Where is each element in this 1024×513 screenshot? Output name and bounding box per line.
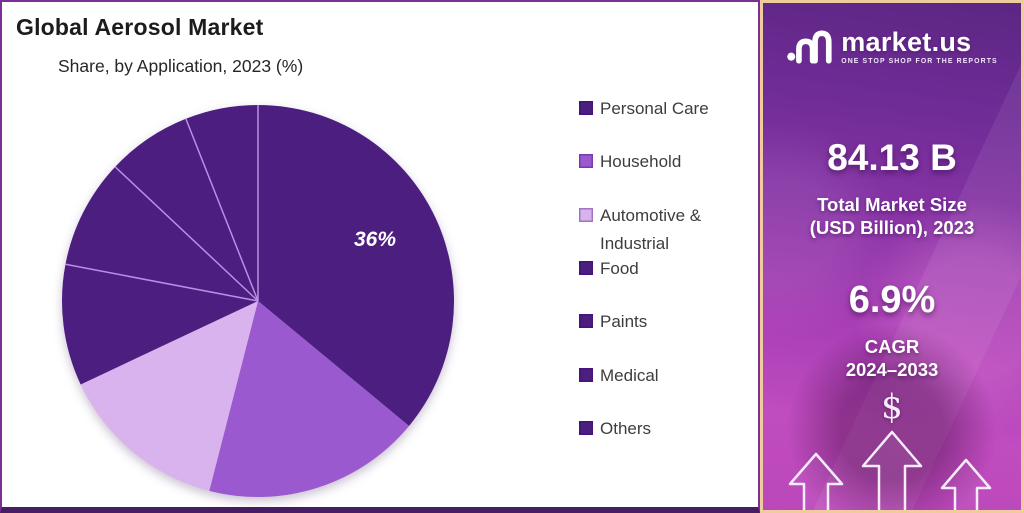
legend-label: Household (600, 152, 682, 171)
legend-swatch (579, 314, 593, 328)
marketus-logo-icon (787, 30, 832, 64)
legend-swatch (579, 368, 593, 382)
legend-swatch (579, 421, 593, 435)
pie-slice-paints (65, 166, 258, 301)
chart-subtitle: Share, by Application, 2023 (%) (58, 56, 304, 76)
pie-divider (65, 263, 259, 302)
brand-text-block: market.us ONE STOP SHOP FOR THE REPORTS (841, 27, 998, 66)
legend-swatch (579, 101, 593, 115)
pie-divider (185, 118, 259, 302)
growth-arrow-left (788, 452, 844, 510)
pie-slice-value-label: 36% (354, 228, 396, 251)
chart-panel: Global Aerosol Market Share, by Applicat… (0, 0, 760, 513)
growth-arrows-icon (788, 430, 992, 510)
market-size-label-line2: (USD Billion), 2023 (809, 217, 975, 238)
legend-swatch (579, 154, 593, 168)
pie-slice-automotive-industrial (80, 301, 259, 491)
pie-slice-personal-care (258, 105, 455, 426)
legend-item-others: Others (579, 415, 651, 443)
brand-logo: market.us ONE STOP SHOP FOR THE REPORTS (763, 27, 1021, 67)
brand-sidebar: market.us ONE STOP SHOP FOR THE REPORTS … (760, 0, 1024, 513)
cagr-label-line1: CAGR (864, 336, 920, 357)
pie-slice-food (61, 264, 258, 385)
legend-item-food: Food (579, 255, 639, 283)
brand-tagline: ONE STOP SHOP FOR THE REPORTS (841, 58, 998, 65)
chart-title: Global Aerosol Market (16, 14, 264, 40)
legend-label: Personal Care (600, 99, 709, 118)
pie-slice-household (209, 301, 410, 497)
legend: Personal Care Household Automotive & Indus… (579, 2, 759, 507)
legend-label: Automotive & Industrial (600, 206, 702, 253)
legend-label: Medical (600, 366, 659, 385)
legend-swatch (579, 261, 593, 275)
brand-name: market.us (841, 27, 972, 57)
pie-chart: 36% (61, 105, 455, 497)
legend-item-paints: Paints (579, 308, 647, 336)
dollar-icon: $ (881, 387, 903, 427)
legend-label: Paints (600, 312, 648, 331)
market-size-label-line1: Total Market Size (817, 194, 967, 215)
market-size-value: 84.13 B (827, 137, 957, 178)
pie-slice-medical (115, 118, 258, 301)
legend-item-automotive-industrial: Automotive & Industrial (579, 202, 752, 258)
cagr-value: 6.9% (848, 279, 936, 321)
pie-slice-others (185, 105, 258, 301)
cagr-label-line2: 2024–2033 (845, 359, 939, 380)
legend-item-household: Household (579, 148, 681, 176)
market-size-label: Total Market Size (USD Billion), 2023 (763, 193, 1021, 239)
legend-label: Food (600, 259, 639, 278)
legend-label: Others (600, 419, 652, 438)
legend-item-medical: Medical (579, 362, 659, 390)
growth-arrow-right (940, 458, 992, 510)
legend-swatch (579, 208, 593, 222)
legend-item-personal-care: Personal Care (579, 95, 709, 123)
cagr-label: CAGR 2024–2033 (763, 335, 1021, 381)
pie-divider (114, 166, 259, 302)
growth-arrow-center (861, 430, 923, 510)
